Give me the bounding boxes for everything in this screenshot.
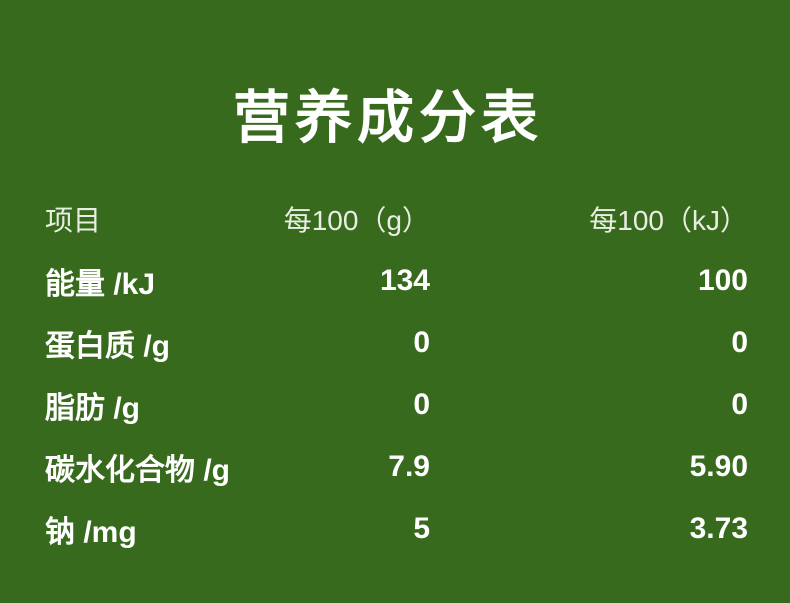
row-label: 钠 /mg — [45, 516, 137, 549]
value-per-100g: 134 — [379, 264, 430, 297]
value-per-100g: 0 — [413, 388, 430, 421]
nutrition-table: 项目 每100（g） 每100（kJ） 能量 /kJ 134 100 蛋白质 /… — [45, 188, 748, 560]
value-per-100kj: 3.73 — [689, 512, 748, 545]
table-header-row: 项目 每100（g） 每100（kJ） — [45, 188, 748, 250]
row-label: 脂肪 /g — [45, 392, 140, 425]
value-per-100kj: 100 — [697, 264, 748, 297]
row-label: 能量 /kJ — [45, 268, 156, 301]
column-header-per-100kj: 每100（kJ） — [589, 205, 748, 236]
row-label: 碳水化合物 /g — [45, 454, 230, 487]
value-per-100kj: 0 — [731, 326, 748, 359]
value-per-100g: 7.9 — [388, 450, 430, 483]
table-row-fat: 脂肪 /g 0 0 — [45, 374, 748, 436]
page-title: 营养成分表 — [233, 86, 543, 150]
table-row-energy: 能量 /kJ 134 100 — [45, 250, 748, 312]
table-row-carbohydrate: 碳水化合物 /g 7.9 5.90 — [45, 436, 748, 498]
column-header-per-100g: 每100（g） — [283, 205, 430, 236]
table-row-protein: 蛋白质 /g 0 0 — [45, 312, 748, 374]
value-per-100kj: 0 — [731, 388, 748, 421]
row-label: 蛋白质 /g — [45, 330, 170, 363]
value-per-100g: 0 — [413, 326, 430, 359]
value-per-100g: 5 — [413, 512, 430, 545]
column-header-item: 项目 — [45, 205, 102, 236]
value-per-100kj: 5.90 — [689, 450, 748, 483]
table-row-sodium: 钠 /mg 5 3.73 — [45, 498, 748, 560]
